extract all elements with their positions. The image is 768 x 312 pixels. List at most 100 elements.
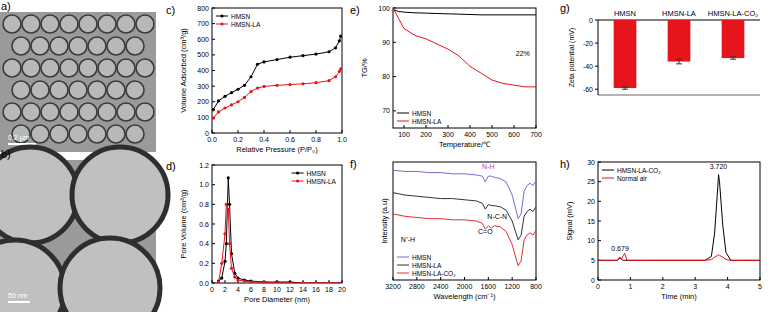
bar [722,20,745,58]
x-tick [727,277,728,280]
particle [88,37,106,55]
marker [212,117,215,120]
x-tick [342,130,343,133]
x-tick-label: 2800 [409,283,425,290]
image-bg [0,12,156,152]
marker [340,281,342,283]
error-cap [622,89,628,90]
marker [262,280,265,283]
particle [126,81,144,99]
plot-area [393,8,536,87]
x-tick-label: 700 [530,131,542,138]
particle [0,147,78,243]
scale-text: 50 nm [8,292,28,299]
marker [223,106,226,109]
marker [275,281,278,283]
marker [230,103,233,106]
y-tick [212,283,215,284]
particle [72,147,168,243]
particle [79,103,97,121]
x-tick [225,280,226,283]
marker [227,208,230,211]
marker [228,242,231,245]
particle [69,37,87,55]
legend-marker [220,14,223,17]
annotation: C=O [478,228,493,235]
marker [275,84,278,87]
particle [31,37,49,55]
x-tick-label: 5 [758,283,762,290]
y-tick-label: 600 [197,36,209,43]
marker [236,278,239,281]
legend-label: Normal air [617,175,648,182]
canvas: 0.2 μma)50 nmb)c)0.00.20.40.60.81.001002… [0,0,768,312]
y-tick-label: 90 [382,39,390,46]
marker [314,81,317,84]
particle [41,103,59,121]
x-tick-label: 0.4 [259,136,269,143]
x-tick-label: 400 [464,131,476,138]
legend-swatch [397,265,409,266]
y-tick [212,101,215,102]
legend-label: HMSN [231,13,250,20]
x-label: Wavelength (cm⁻¹) [434,292,496,301]
particle [41,15,59,33]
y-tick-label: -60 [583,86,593,93]
marker [327,79,330,82]
category-label: HMSN-LA [662,9,696,18]
error-bar [676,59,682,64]
figure: 0.2 μma)50 nmb)c)0.00.20.40.60.81.001002… [0,0,768,312]
particle [3,15,21,33]
x-tick [488,277,489,280]
marker [212,108,215,111]
y-tick-label: 0.4 [199,240,209,247]
particle [3,103,21,121]
y-tick [598,201,601,202]
plot-area [212,35,342,120]
y-tick-label: 30 [587,159,595,166]
y-tick [212,54,215,55]
error-cap [730,59,736,60]
x-tick-label: 0 [210,286,214,293]
frame [212,165,342,283]
y-tick [212,165,215,166]
marker [230,91,233,94]
marker [327,50,330,53]
y-tick [212,204,215,205]
marker [220,276,223,279]
y-tick-label: -20 [583,40,593,47]
marker [243,279,246,282]
legend-swatch [397,273,409,274]
y-tick-label: 0 [591,277,595,284]
x-tick [404,125,405,128]
marker [340,281,342,283]
y-tick [595,66,598,67]
particle [50,125,68,143]
x-tick [536,125,537,128]
legend: HMSN-LA-CO₂Normal air [602,167,661,182]
panel-label: d) [166,160,176,172]
panel: h)012345051015202530Time (min)Signal (mV… [560,158,762,301]
y-tick-label: 0 [205,130,209,137]
x-tick [470,125,471,128]
panel-label: f) [350,158,357,170]
y-label: Signal (mV) [565,201,574,241]
y-label: Intensity (a.u) [380,198,389,244]
legend-marker [296,171,299,174]
x-label: Time (min) [661,292,697,301]
panel-label: g) [560,2,570,14]
y-tick-label: 400 [197,67,209,74]
x-label: Relative Pressure (P/P₀) [236,145,318,154]
marker [230,267,233,270]
marker [288,56,291,59]
y-tick [212,86,215,87]
marker [249,280,252,283]
x-tick-label: 1 [628,283,632,290]
marker [256,63,259,66]
particle [107,81,125,99]
y-tick [595,20,598,21]
legend: HMSNHMSN-LA [216,13,261,28]
plot-area [598,175,760,261]
particle [41,59,59,77]
x-label: Pore Diameter (nm) [244,295,310,304]
